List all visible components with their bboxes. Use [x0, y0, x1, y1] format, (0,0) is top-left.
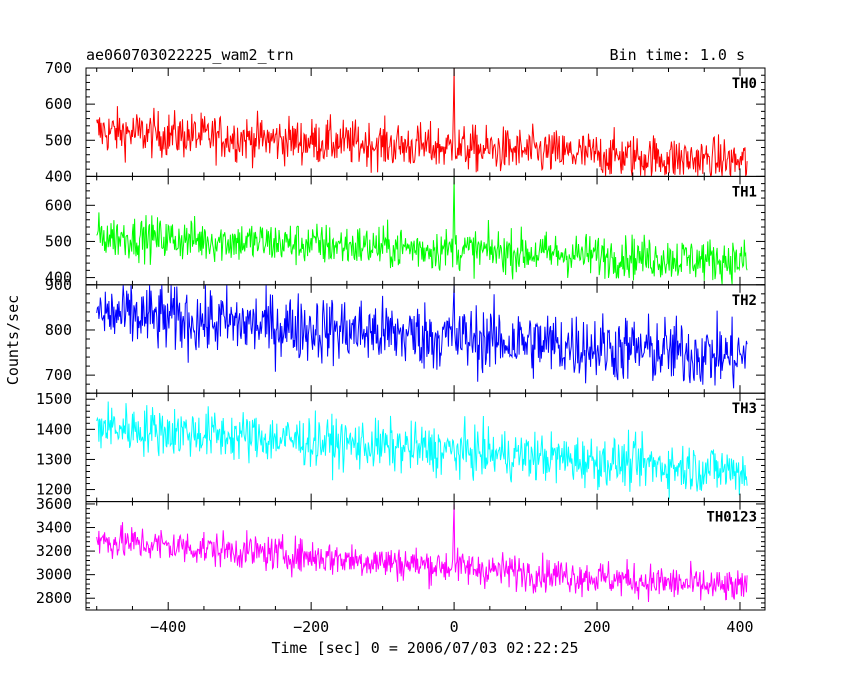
- series-line-th2: [96, 285, 748, 389]
- y-tick-label: 600: [45, 196, 72, 214]
- y-tick-label: 400: [45, 269, 72, 287]
- y-tick-label: 1300: [36, 450, 72, 468]
- panel-label-th0123: TH0123: [706, 510, 757, 526]
- panels-group: 400 500 600 700 TH0 400 500 600 TH1 700 800 900 TH2 1…: [36, 59, 766, 636]
- y-tick-label: 400: [45, 167, 72, 185]
- y-tick-label: 500: [45, 131, 72, 149]
- x-tick-label: 200: [583, 618, 610, 636]
- x-tick-label: −200: [293, 618, 329, 636]
- panel-frame-th0123: [85, 501, 766, 611]
- y-tick-label: 700: [45, 366, 72, 384]
- bin-time-label: Bin time: 1.0 s: [610, 46, 745, 64]
- panel-label-th0: TH0: [732, 76, 757, 92]
- panel-label-th2: TH2: [732, 293, 757, 309]
- y-tick-label: 700: [45, 59, 72, 77]
- series-line-th3: [96, 401, 748, 500]
- panel-label-th1: TH1: [732, 184, 757, 200]
- chart-title: ae060703022225_wam2_trn: [86, 46, 294, 64]
- y-tick-label: 1500: [36, 390, 72, 408]
- y-tick-label: 1400: [36, 420, 72, 438]
- panel-frame-th1: [85, 175, 766, 286]
- y-tick-label: 1200: [36, 481, 72, 499]
- panel-label-th3: TH3: [732, 401, 757, 417]
- y-tick-label: 600: [45, 95, 72, 113]
- series-line-th0123: [96, 503, 748, 603]
- y-tick-label: 3200: [36, 542, 72, 560]
- series-line-th1: [96, 176, 748, 285]
- x-tick-label: 0: [450, 618, 459, 636]
- x-axis-label: Time [sec] 0 = 2006/07/03 02:22:25: [271, 639, 578, 657]
- y-tick-label: 2800: [36, 589, 72, 607]
- y-tick-label: 3400: [36, 519, 72, 537]
- series-line-th0: [96, 68, 748, 178]
- y-tick-label: 800: [45, 321, 72, 339]
- y-tick-label: 3600: [36, 495, 72, 513]
- x-tick-label: −400: [150, 618, 186, 636]
- y-axis-label: Counts/sec: [4, 295, 22, 385]
- y-tick-label: 900: [45, 276, 72, 294]
- y-tick-label: 500: [45, 232, 72, 250]
- x-tick-label: 400: [726, 618, 753, 636]
- y-tick-label: 3000: [36, 566, 72, 584]
